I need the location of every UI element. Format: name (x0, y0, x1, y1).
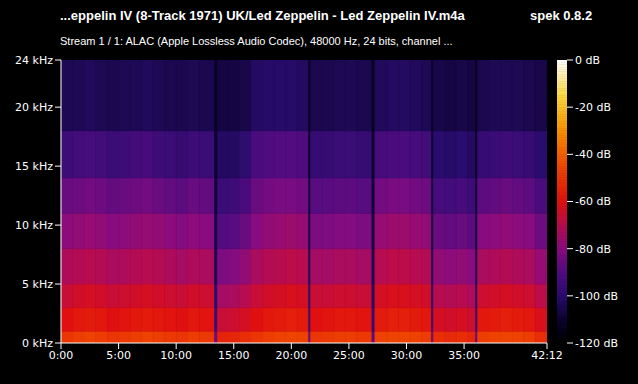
svg-text:20:00: 20:00 (275, 349, 307, 362)
svg-text:42:12: 42:12 (531, 349, 563, 362)
svg-text:5 kHz: 5 kHz (22, 278, 53, 291)
svg-text:25:00: 25:00 (333, 349, 365, 362)
svg-text:15:00: 15:00 (218, 349, 250, 362)
svg-text:-60 dB: -60 dB (575, 195, 611, 208)
html-text:spek 0.8.2: spek 0.8.2 (530, 8, 593, 23)
svg-text:15 kHz: 15 kHz (15, 160, 53, 173)
svg-text:-120 dB: -120 dB (575, 337, 618, 350)
svg-text:30:00: 30:00 (391, 349, 423, 362)
html-text:Stream 1 / 1: ALAC (Apple Loss: Stream 1 / 1: ALAC (Apple Lossless Audio… (60, 35, 453, 47)
svg-text:-80 dB: -80 dB (575, 243, 611, 256)
svg-text:10:00: 10:00 (160, 349, 192, 362)
svg-text:0:00: 0:00 (49, 349, 74, 362)
svg-text:10 kHz: 10 kHz (15, 219, 53, 232)
svg-text:24 kHz: 24 kHz (15, 54, 53, 67)
html-text:...eppelin IV (8-Track 1971) U: ...eppelin IV (8-Track 1971) UK/Led Zepp… (60, 8, 465, 23)
svg-text:20 kHz: 20 kHz (15, 101, 53, 114)
svg-text:-100 dB: -100 dB (575, 290, 618, 303)
svg-text:-40 dB: -40 dB (575, 148, 611, 161)
svg-text:35:00: 35:00 (448, 349, 480, 362)
svg-text:5:00: 5:00 (106, 349, 131, 362)
svg-text:-20 dB: -20 dB (575, 101, 611, 114)
svg-text:0 dB: 0 dB (575, 54, 600, 67)
svg-text:0 kHz: 0 kHz (22, 337, 53, 350)
